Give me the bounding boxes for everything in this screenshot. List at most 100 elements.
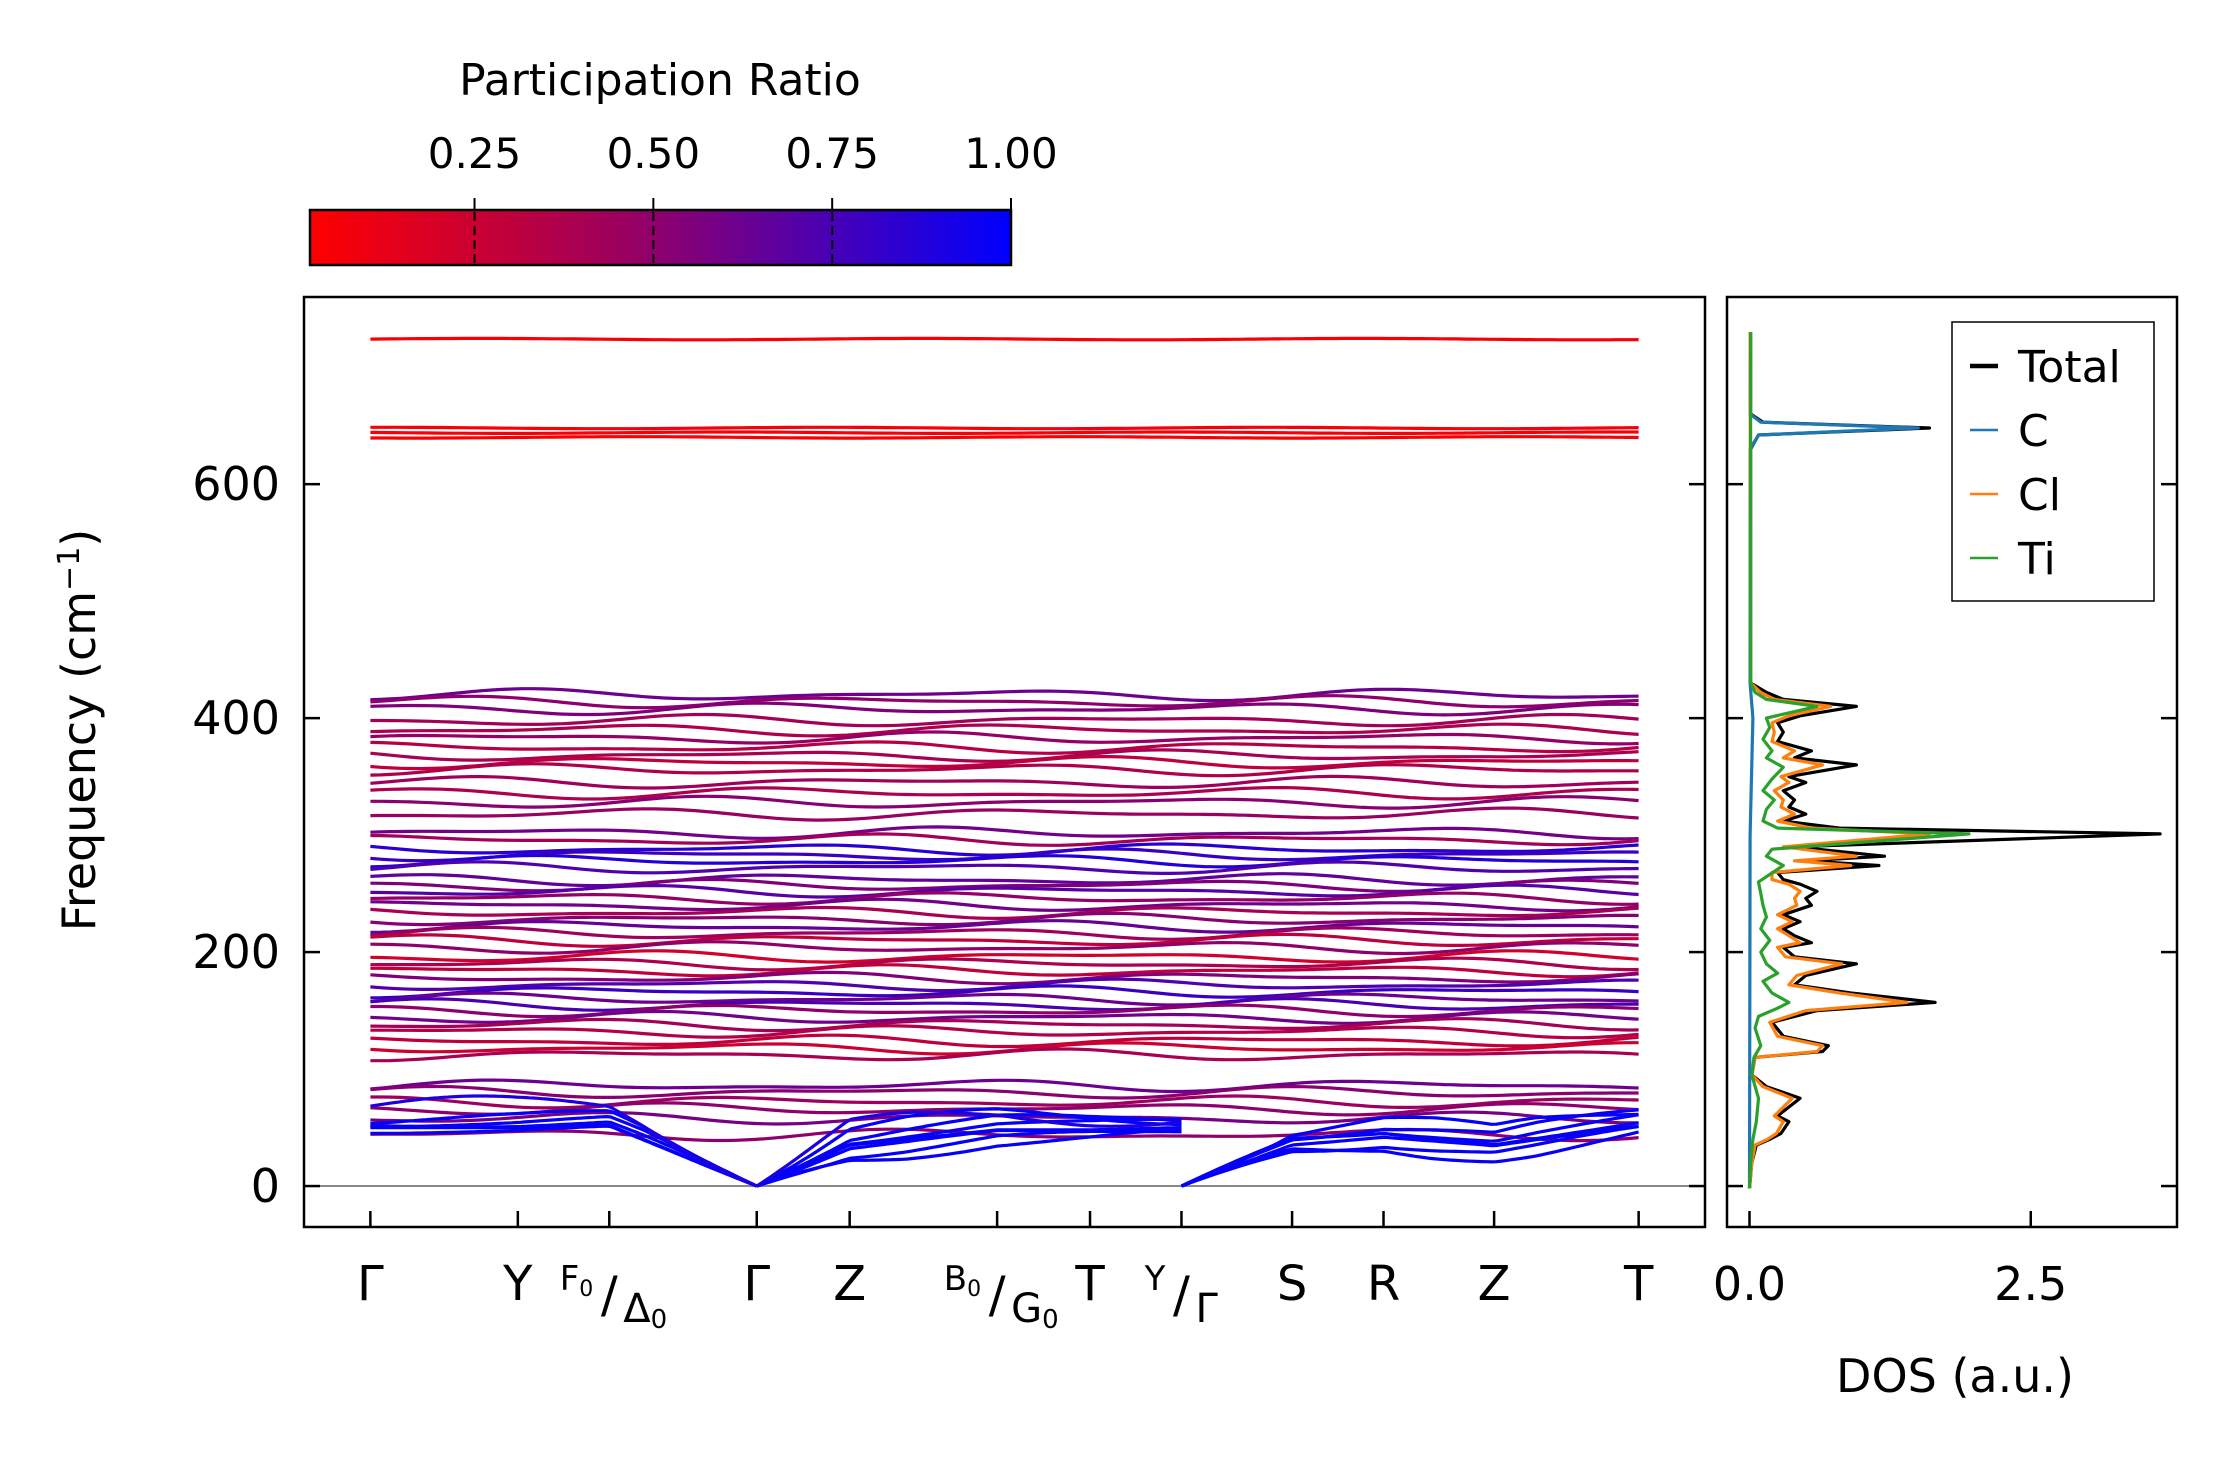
kpoint-label-top: B0: [944, 1259, 981, 1302]
y-axis-label: Frequency (cm−1): [52, 529, 106, 932]
optical-band: [1181, 1102, 1639, 1117]
legend-label-c: C: [2018, 406, 2049, 457]
acoustic-band: [755, 1107, 1182, 1188]
kpoint-label-bottom-sub: 0: [651, 1305, 668, 1335]
kpoint-label-top-main: F: [560, 1259, 580, 1299]
optical-band: [1181, 430, 1639, 435]
optical-band: [370, 891, 1182, 906]
legend-label-cl: Cl: [2018, 470, 2061, 521]
optical-band: [1181, 835, 1639, 847]
optical-band: [370, 425, 1182, 431]
optical-band: [370, 853, 1182, 869]
optical-band: [370, 336, 1182, 342]
dos-legend-frame: [1951, 321, 2155, 602]
optical-band: [370, 430, 1182, 435]
optical-band: [1181, 826, 1639, 841]
optical-band: [1181, 997, 1639, 1011]
optical-band: [370, 694, 1182, 710]
kpoint-label: S: [1277, 1256, 1307, 1312]
kpoint-label: Z: [1478, 1256, 1511, 1312]
optical-band: [370, 832, 1182, 847]
optical-band: [370, 762, 1182, 777]
optical-band: [1181, 913, 1639, 925]
optical-band: [370, 884, 1182, 899]
optical-band: [1181, 763, 1639, 778]
optical-band: [1181, 722, 1639, 736]
optical-band: [370, 1003, 1182, 1019]
optical-band: [1181, 786, 1639, 801]
optical-band: [1181, 891, 1639, 906]
kpoint-label-bottom: G0: [1011, 1286, 1059, 1335]
band-y-tick-label: 0: [251, 1159, 280, 1213]
optical-band: [1181, 806, 1639, 820]
dos-lines: [1747, 332, 2162, 1189]
kpoint-label: Γ: [357, 1256, 384, 1312]
optical-band: [1181, 795, 1639, 810]
optical-band: [1181, 712, 1639, 728]
optical-band: [1181, 850, 1639, 862]
colorbar: Participation Ratio 0.25 0.50 0.75 1.00: [308, 55, 1058, 267]
optical-band: [1181, 1003, 1639, 1019]
optical-band: [1181, 758, 1639, 770]
band-y-tick-label: 200: [192, 925, 280, 979]
optical-band: [370, 977, 1182, 993]
optical-band: [370, 730, 1182, 745]
optical-band: [370, 1033, 1182, 1049]
optical-band: [370, 687, 1182, 702]
kpoint-label-slash: /: [601, 1266, 618, 1324]
optical-band: [1181, 978, 1639, 990]
dos-panel: 0.0 2.5 DOS (a.u.) Total C Cl Ti: [1713, 295, 2179, 1403]
colorbar-gradient: [308, 208, 1013, 267]
optical-band: [370, 712, 1182, 728]
optical-band: [370, 919, 1182, 934]
colorbar-title: Participation Ratio: [459, 55, 861, 106]
kpoint-label: Y: [502, 1256, 533, 1312]
optical-band: [370, 1047, 1182, 1063]
optical-band: [370, 1041, 1182, 1056]
kpoint-label: T: [1623, 1256, 1654, 1312]
band-y-ticks: 0 200 400 600: [192, 457, 1705, 1213]
optical-band: [370, 435, 1182, 440]
kpoint-label-bottom-sub: 0: [1042, 1305, 1059, 1335]
legend-label-total: Total: [2017, 342, 2121, 393]
optical-band: [370, 997, 1182, 1012]
optical-band: [370, 940, 1182, 955]
dos-series-cl: [1747, 332, 1932, 1189]
optical-band: [1181, 702, 1639, 717]
band-lines: [304, 336, 1705, 1188]
optical-band: [1181, 732, 1639, 746]
optical-band: [1181, 425, 1639, 431]
optical-band: [370, 949, 1182, 964]
kpoint-label-bottom-main: Γ: [1195, 1286, 1218, 1332]
kpoint-label-bottom: Γ: [1195, 1286, 1218, 1332]
legend-label-ti: Ti: [2017, 534, 2056, 585]
optical-band: [1181, 1079, 1639, 1094]
kpoint-label: Z: [833, 1256, 866, 1312]
optical-band: [370, 860, 1182, 875]
colorbar-tick-label: 0.50: [607, 129, 701, 178]
optical-band: [370, 1009, 1182, 1024]
optical-band: [370, 775, 1182, 790]
acoustic-band: [755, 1110, 1182, 1188]
kpoint-label: T: [1074, 1256, 1105, 1312]
kpoint-label-slash: /: [989, 1266, 1006, 1324]
band-x-ticks: Γ Y F0/Δ0Γ Z B0/G0T Y / Γ S R Z T: [357, 1211, 1654, 1335]
acoustic-band: [756, 1113, 1182, 1188]
kpoint-label-top-sub: 0: [579, 1277, 593, 1302]
optical-band: [1181, 1085, 1639, 1098]
optical-band: [1181, 906, 1639, 918]
acoustic-band: [1180, 1112, 1639, 1188]
optical-band: [370, 991, 1182, 1007]
colorbar-tick-label: 0.25: [428, 129, 522, 178]
kpoint-label-bottom-main: Δ: [623, 1286, 651, 1332]
optical-band: [370, 794, 1182, 809]
optical-band: [370, 877, 1182, 893]
optical-band: [370, 807, 1182, 822]
optical-band: [1181, 687, 1639, 703]
optical-band: [370, 1078, 1182, 1094]
dos-legend-items: Total C Cl Ti: [1970, 342, 2121, 585]
optical-band: [1181, 988, 1639, 999]
kpoint-label-bottom: Δ0: [623, 1286, 667, 1335]
